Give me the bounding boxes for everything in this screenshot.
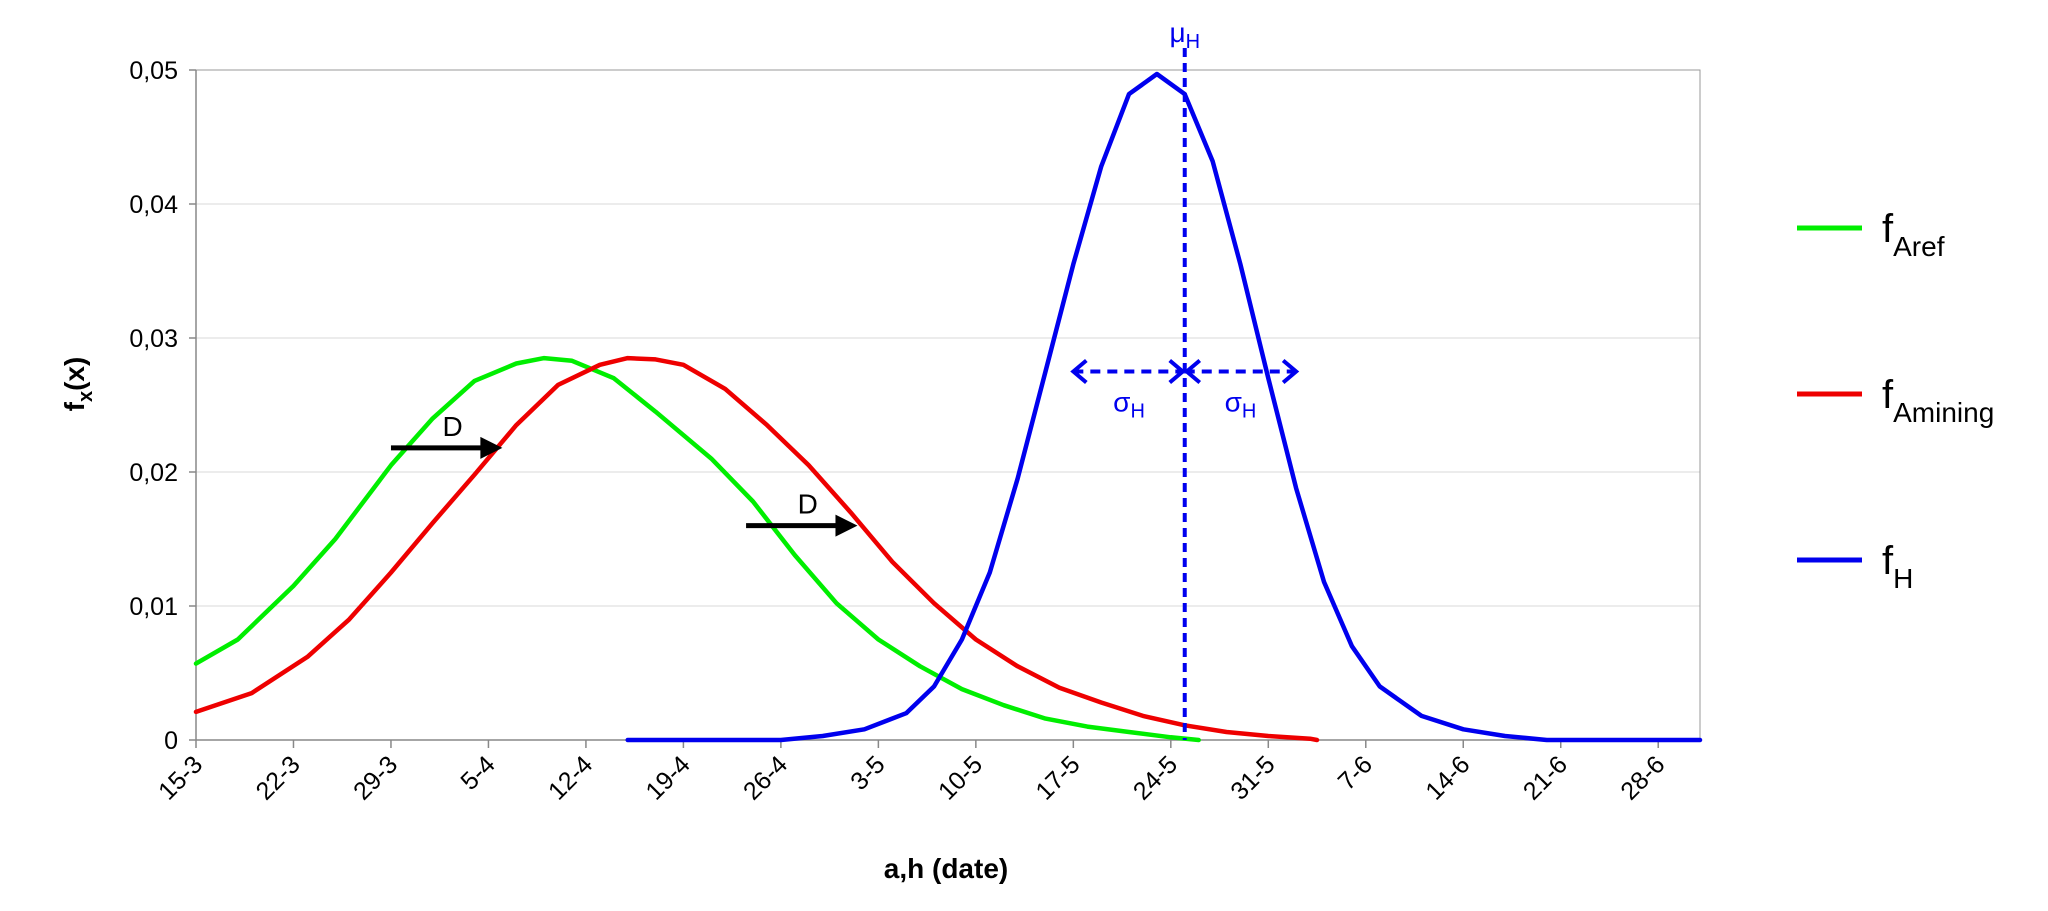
sigma-arrowhead [1281,358,1300,385]
series-line-h [625,71,1703,743]
shift-arrowhead [835,514,858,537]
y-tick-label: 0,01 [129,593,178,621]
sigma-arrowhead [1070,358,1088,385]
y-tick-label: 0 [164,727,178,755]
series-line-aref [193,355,1201,743]
sigma-arrowhead [1183,358,1202,385]
series-lines [193,71,1703,743]
legend-label-aref: fAref [1882,207,1945,262]
y-axis-title: fx(x) [59,357,97,412]
shift-arrowhead [480,436,503,459]
sigma-arrowhead [1168,358,1186,385]
gridlines [196,69,1700,607]
shift-label: D [443,411,463,442]
series-line-amining [193,355,1320,743]
y-tick-label: 0,05 [129,57,178,85]
y-tick-label: 0,02 [129,459,178,487]
y-tick-label: 0,03 [129,325,178,353]
x-axis-title: a,h (date) [884,853,1008,884]
shift-label: D [798,489,818,520]
y-tick-label: 0,04 [129,191,178,219]
